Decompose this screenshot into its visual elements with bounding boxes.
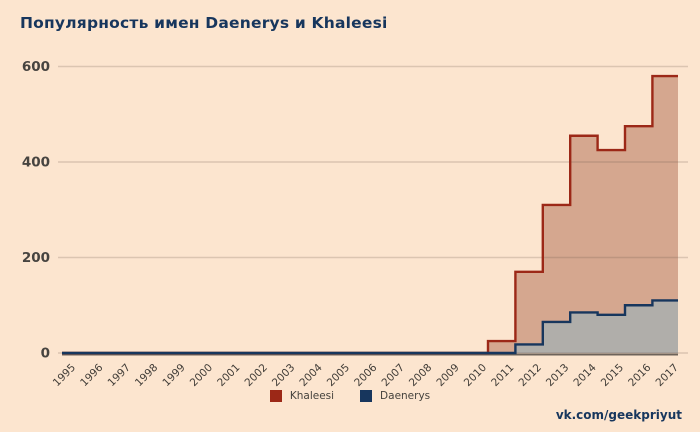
x-tick-label-2006: 2006 <box>352 361 380 388</box>
x-tick-label-2001: 2001 <box>215 362 242 388</box>
x-tick-label-2009: 2009 <box>434 362 461 388</box>
x-tick-label-2011: 2011 <box>489 362 516 388</box>
khaleesi-legend-label: Khaleesi <box>289 390 335 402</box>
y-tick-label-400: 400 <box>22 155 50 171</box>
khaleesi-step-line <box>62 74 678 355</box>
x-tick-label-1997: 1997 <box>106 362 133 388</box>
daenerys-legend-swatch <box>360 390 373 402</box>
x-tick-label-1998: 1998 <box>133 362 160 388</box>
x-tick-label-1999: 1999 <box>160 362 187 388</box>
x-tick-label-2015: 2015 <box>599 362 626 388</box>
x-tick-label-2014: 2014 <box>571 361 599 388</box>
chart-legend: Khaleesi Daenerys <box>0 390 700 402</box>
x-tick-label-2010: 2010 <box>462 362 489 388</box>
x-tick-label-2005: 2005 <box>325 362 352 388</box>
x-tick-label-2013: 2013 <box>544 362 571 388</box>
y-tick-label-0: 0 <box>41 346 50 362</box>
x-tick-label-2008: 2008 <box>407 362 434 388</box>
x-tick-label-2004: 2004 <box>297 361 325 388</box>
x-tick-label-2007: 2007 <box>380 362 407 388</box>
legend-item-khaleesi: Khaleesi <box>269 390 335 402</box>
khaleesi-legend-swatch <box>269 390 282 402</box>
watermark-link: vk.com/geekpriyut <box>555 408 682 422</box>
x-tick-label-1996: 1996 <box>78 361 106 388</box>
x-tick-label-2002: 2002 <box>243 362 270 388</box>
x-tick-label-2012: 2012 <box>517 362 544 388</box>
legend-item-daenerys: Daenerys <box>360 390 430 402</box>
khaleesi-area-fill <box>62 76 678 354</box>
y-tick-label-600: 600 <box>22 59 50 75</box>
daenerys-legend-label: Daenerys <box>380 390 431 402</box>
x-tick-label-2017: 2017 <box>654 362 681 388</box>
x-tick-label-2000: 2000 <box>188 362 215 388</box>
x-tick-label-2016: 2016 <box>626 361 654 388</box>
x-tick-label-1995: 1995 <box>51 362 78 388</box>
x-tick-label-2003: 2003 <box>270 362 297 388</box>
chart-title: Популярность имен Daenerys и Khaleesi <box>20 14 388 32</box>
daenerys-step-line <box>62 299 678 355</box>
daenerys-area-fill <box>62 300 678 353</box>
y-tick-label-200: 200 <box>22 250 50 266</box>
